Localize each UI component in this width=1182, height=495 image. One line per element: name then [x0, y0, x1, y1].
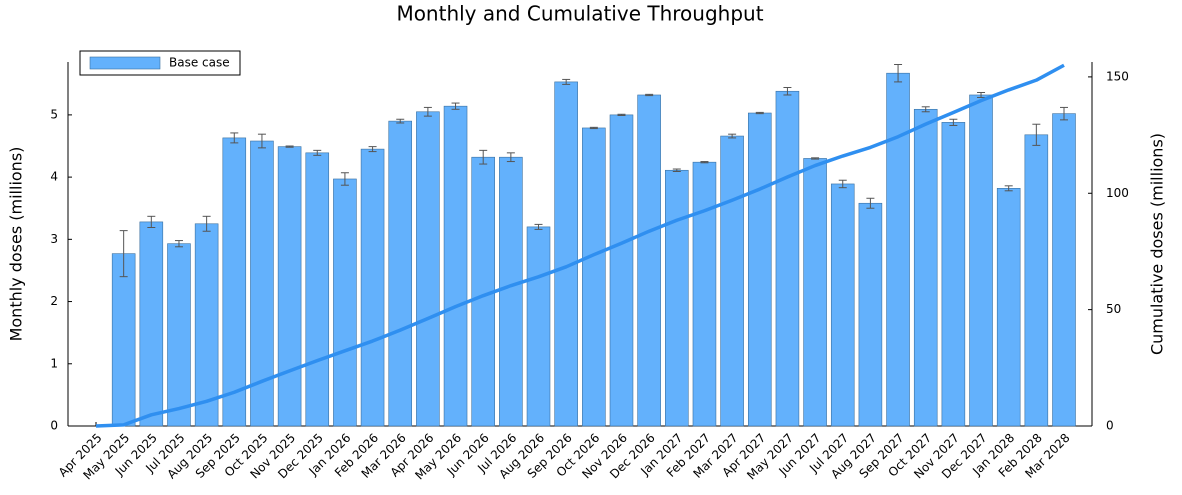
error-bar	[755, 111, 764, 115]
error-bar	[479, 149, 488, 165]
bar	[941, 122, 966, 427]
error-bar	[672, 168, 681, 173]
legend-swatch	[89, 56, 161, 70]
y2-tick-label: 100	[1106, 186, 1129, 200]
bar	[747, 112, 772, 427]
error-bar	[230, 132, 239, 144]
error-bar	[368, 146, 377, 153]
y-tick-label: 2	[50, 294, 58, 308]
error-bar	[866, 197, 875, 209]
bar	[858, 202, 883, 427]
bar	[637, 94, 661, 427]
error-bar	[921, 106, 930, 113]
error-bar	[783, 87, 792, 96]
error-bar	[838, 179, 847, 189]
error-bar	[617, 113, 626, 117]
error-bar	[174, 240, 183, 248]
error-bar	[257, 133, 266, 149]
bar	[139, 221, 164, 427]
bar	[582, 127, 606, 427]
error-bar	[1032, 123, 1041, 146]
bar	[388, 120, 413, 427]
bar	[692, 161, 717, 427]
bar	[416, 111, 440, 427]
y2-axis-label: Cumulative doses (millions)	[1148, 133, 1167, 355]
error-bar	[1004, 185, 1013, 192]
error-bar	[589, 126, 598, 130]
bar	[499, 156, 523, 427]
error-bar	[645, 93, 654, 97]
error-bar	[313, 149, 322, 156]
bar	[277, 146, 302, 427]
bar	[775, 90, 800, 427]
bar	[305, 152, 330, 427]
error-bar	[894, 63, 903, 83]
bar	[554, 81, 578, 427]
bar	[665, 169, 689, 427]
y2-tick-label: 50	[1106, 302, 1121, 316]
y-tick-label: 3	[50, 232, 58, 246]
y-tick-label: 4	[50, 170, 58, 184]
error-bar	[147, 215, 156, 229]
bar	[803, 158, 827, 427]
y-axis-label: Monthly doses (millions)	[7, 147, 26, 342]
bar	[913, 108, 938, 427]
bar	[886, 72, 910, 427]
error-bar	[423, 106, 432, 117]
error-bar	[396, 118, 405, 124]
bar	[1024, 134, 1049, 427]
y-tick-label: 1	[50, 356, 58, 370]
bar	[333, 178, 357, 427]
bar	[443, 105, 468, 427]
bar	[111, 253, 136, 427]
y2-tick-label: 0	[1106, 419, 1114, 433]
bar	[526, 226, 551, 427]
bar	[830, 183, 855, 427]
error-bar	[1060, 106, 1068, 121]
bar	[1052, 113, 1076, 427]
bar	[222, 137, 247, 427]
bar	[609, 114, 634, 427]
bar	[194, 223, 219, 427]
legend-label: Base case	[169, 56, 230, 70]
y2-tick-label: 150	[1106, 69, 1129, 83]
error-bar	[506, 152, 515, 163]
error-bar	[340, 172, 349, 186]
error-bar	[285, 145, 294, 148]
error-bar	[949, 118, 958, 126]
y-tick-label: 5	[50, 107, 58, 121]
bar	[969, 94, 993, 427]
bar	[996, 188, 1021, 427]
bar	[360, 148, 385, 427]
y-tick-label: 0	[50, 419, 58, 433]
bar	[167, 243, 191, 427]
error-bar	[202, 215, 211, 232]
error-bar	[977, 91, 986, 98]
chart-title: Monthly and Cumulative Throughput	[396, 2, 763, 26]
error-bar	[700, 161, 709, 164]
error-bar	[811, 157, 820, 160]
cumulative-line	[95, 63, 1065, 428]
error-bar	[562, 78, 571, 85]
bar	[720, 135, 744, 427]
error-bar	[451, 102, 460, 110]
error-bar	[728, 133, 737, 139]
error-bar	[119, 230, 128, 278]
error-bar	[534, 223, 543, 230]
